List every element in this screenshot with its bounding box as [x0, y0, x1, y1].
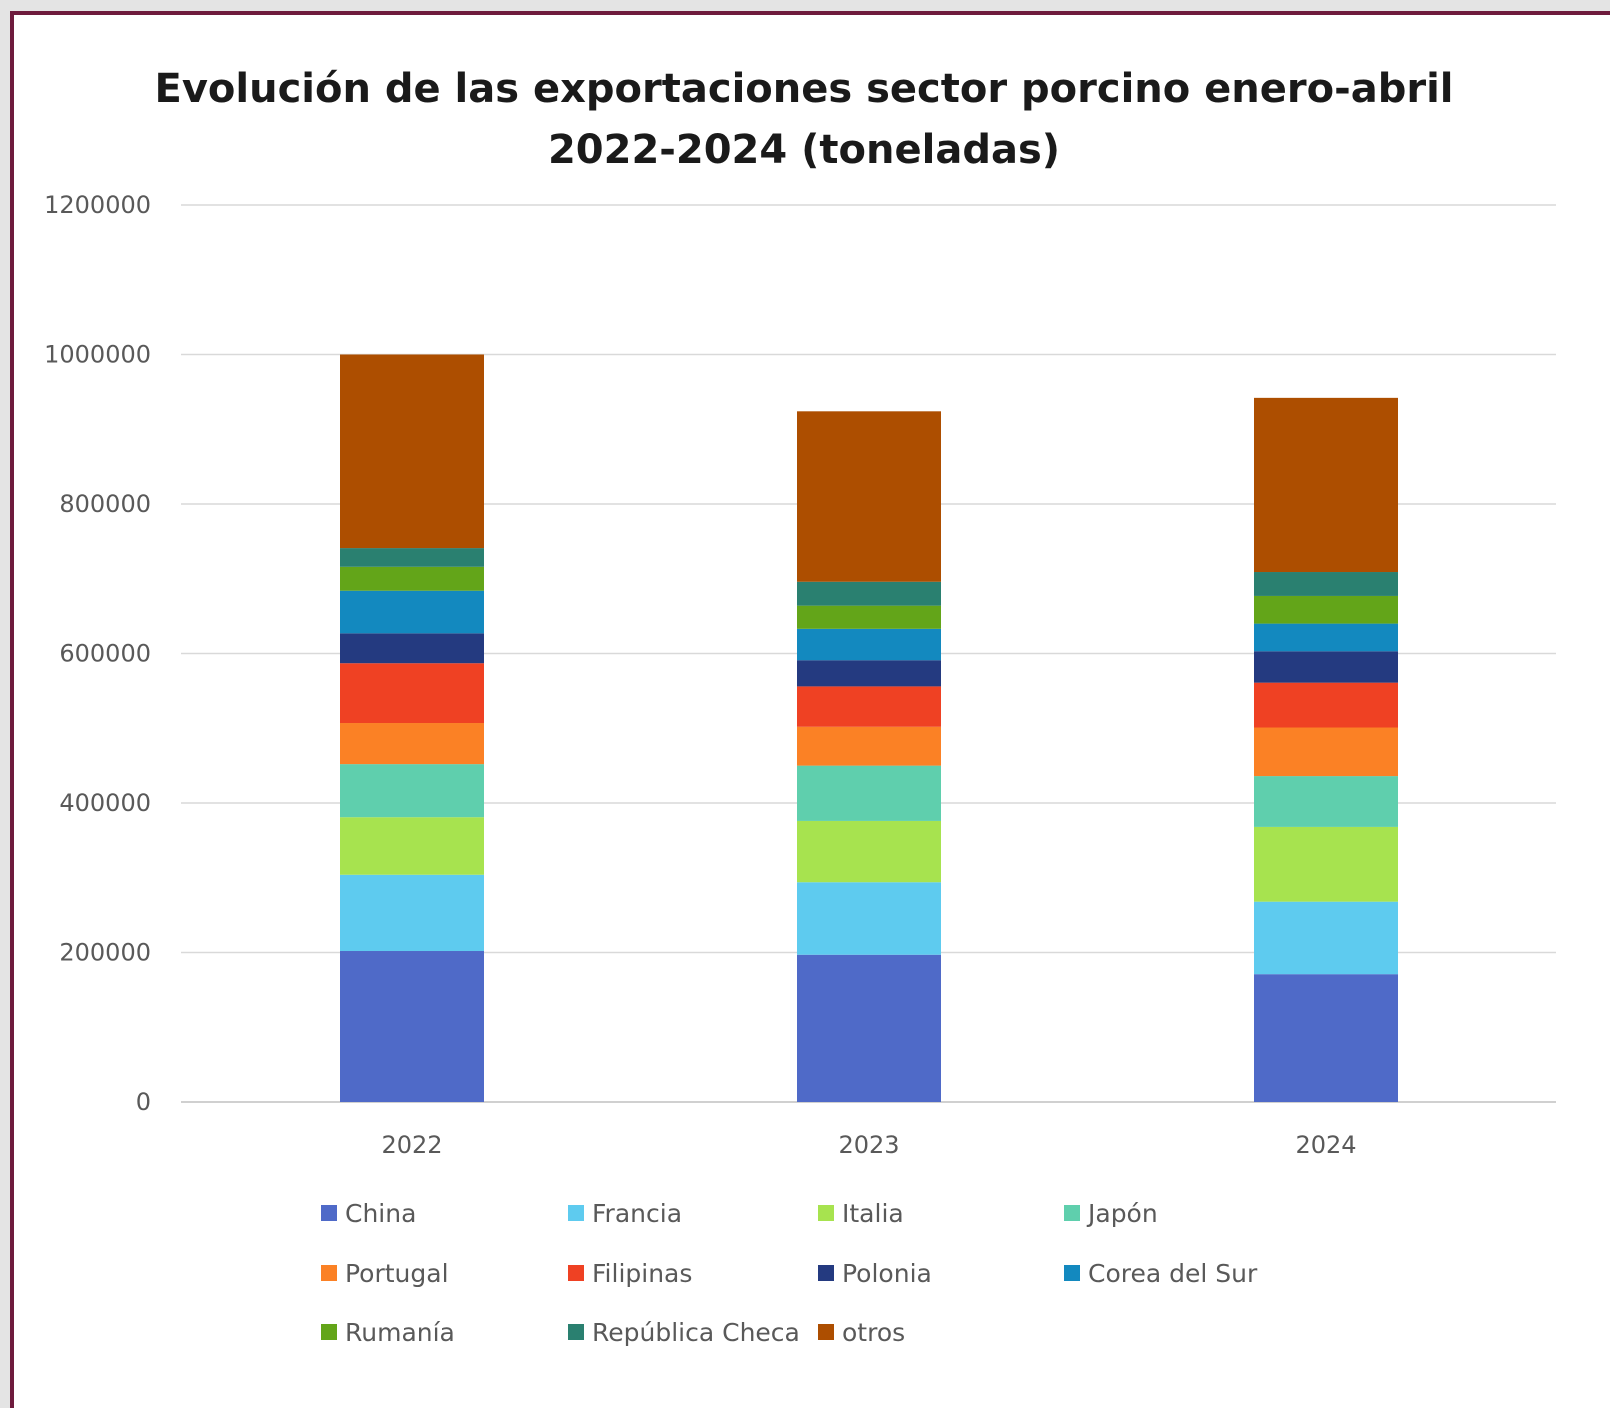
legend-swatch	[818, 1265, 834, 1281]
legend-swatch	[1064, 1205, 1080, 1221]
y-tick-label: 1000000	[44, 341, 151, 369]
legend-label: República Checa	[592, 1318, 800, 1347]
x-tick-label: 2023	[838, 1131, 899, 1159]
legend-item: Italia	[818, 1199, 904, 1228]
x-tick-label: 2022	[381, 1131, 442, 1159]
bar-segment	[797, 765, 941, 821]
bar-segment	[1254, 776, 1398, 827]
legend-item: Rumanía	[321, 1318, 455, 1347]
bar-segment	[797, 820, 941, 883]
x-axis-ticks: 2022 2023 2024	[381, 1131, 1356, 1159]
y-tick-label: 400000	[59, 789, 151, 817]
bar-segment	[797, 628, 941, 661]
bar-segment	[797, 660, 941, 687]
bar-segment	[1254, 572, 1398, 596]
legend-swatch	[818, 1324, 834, 1340]
x-tick-label: 2024	[1295, 1131, 1356, 1159]
chart-frame: Evolución de las exportaciones sector po…	[10, 11, 1610, 1408]
y-axis-ticks: 0 200000 400000 600000 800000 1000000 1200000	[44, 191, 151, 1116]
legend-swatch	[1064, 1265, 1080, 1281]
legend-label: Japón	[1086, 1199, 1158, 1228]
legend-swatch	[818, 1205, 834, 1221]
bar-segment	[340, 354, 484, 549]
bar-segment	[797, 411, 941, 582]
legend-item: Polonia	[818, 1259, 932, 1288]
legend-item: Corea del Sur	[1064, 1259, 1258, 1288]
bar-segment	[797, 605, 941, 629]
bar-segment	[1254, 651, 1398, 683]
stacked-bar-chart: Evolución de las exportaciones sector po…	[44, 66, 1556, 1347]
chart-title: Evolución de las exportaciones sector po…	[155, 66, 1454, 112]
bar-segment	[1254, 974, 1398, 1102]
legend-swatch	[568, 1265, 584, 1281]
y-tick-label: 600000	[59, 640, 151, 668]
bar-segment	[797, 882, 941, 955]
bar-segment	[340, 723, 484, 765]
legend-item: Francia	[568, 1199, 682, 1228]
bar-segment	[1254, 826, 1398, 902]
legend-label: Polonia	[842, 1259, 932, 1288]
bar-segment	[340, 566, 484, 591]
bar-segment	[340, 590, 484, 634]
legend-label: China	[345, 1199, 416, 1228]
bar-segment	[340, 548, 484, 567]
legend-item: China	[321, 1199, 416, 1228]
bar-segment	[1254, 623, 1398, 652]
bar-segment	[1254, 397, 1398, 573]
legend-item: Portugal	[321, 1259, 449, 1288]
bar-segment	[340, 633, 484, 664]
legend-label: Filipinas	[592, 1259, 692, 1288]
y-tick-label: 200000	[59, 939, 151, 967]
y-tick-label: 800000	[59, 490, 151, 518]
legend-label: Portugal	[345, 1259, 449, 1288]
bar-segment	[797, 686, 941, 727]
chart-subtitle: 2022-2024 (toneladas)	[548, 127, 1060, 173]
legend-swatch	[568, 1205, 584, 1221]
legend-label: Corea del Sur	[1088, 1259, 1258, 1288]
bar-segment	[1254, 595, 1398, 624]
legend-swatch	[321, 1324, 337, 1340]
bar-segment	[1254, 727, 1398, 777]
legend-swatch	[568, 1324, 584, 1340]
legend-swatch	[321, 1205, 337, 1221]
bar-segment	[797, 581, 941, 606]
y-tick-label: 0	[136, 1088, 151, 1116]
bar-segment	[340, 663, 484, 724]
legend-item: otros	[818, 1318, 905, 1347]
bar-segment	[340, 951, 484, 1102]
bar-segment	[797, 726, 941, 766]
y-tick-label: 1200000	[44, 191, 151, 219]
legend-label: Italia	[842, 1199, 904, 1228]
legend-label: Francia	[592, 1199, 682, 1228]
bar-segment	[1254, 901, 1398, 975]
bar-segment	[340, 764, 484, 818]
legend: China Francia Italia Japón Portugal Filipinas…	[321, 1199, 1258, 1347]
legend-item: República Checa	[568, 1318, 800, 1347]
legend-label: otros	[842, 1318, 905, 1347]
bar-segment	[340, 874, 484, 952]
legend-label: Rumanía	[345, 1318, 455, 1347]
legend-item: Japón	[1064, 1199, 1158, 1228]
bar-segment	[340, 817, 484, 875]
bar-segment	[797, 954, 941, 1102]
legend-item: Filipinas	[568, 1259, 692, 1288]
legend-swatch	[321, 1265, 337, 1281]
bar-segment	[1254, 682, 1398, 728]
bars	[340, 354, 1398, 1102]
